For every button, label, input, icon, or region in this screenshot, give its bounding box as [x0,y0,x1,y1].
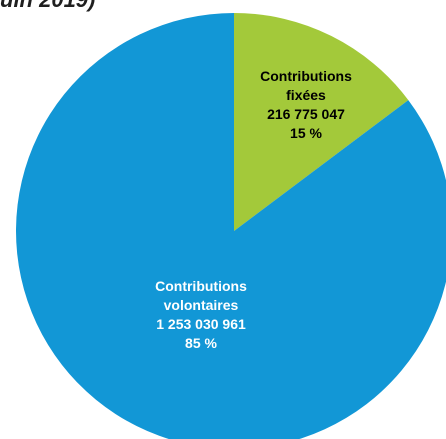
slice-percent-label-0: 15 % [290,125,322,141]
slice-label-line2-1: volontaires [164,297,239,313]
slice-value-label-1: 1 253 030 961 [156,316,246,332]
slice-label-line1-0: Contributions [260,68,352,84]
chart-title: uin 2019) [0,0,95,11]
slice-percent-label-1: 85 % [185,335,217,351]
pie-slices [16,13,446,439]
slice-label-line2-0: fixées [286,87,326,103]
pie-slice-1 [16,13,446,439]
pie-slice-0 [234,13,409,231]
slice-value-label-0: 216 775 047 [267,106,345,122]
slice-label-line1-1: Contributions [155,278,247,294]
pie-labels: Contributions fixées 216 775 047 15 % Contri… [155,68,352,351]
